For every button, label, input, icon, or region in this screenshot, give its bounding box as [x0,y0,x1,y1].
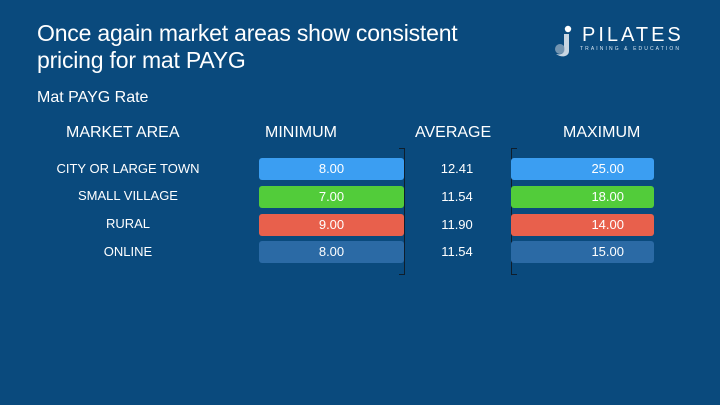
avg-value-online: 11.54 [441,244,473,259]
slide-subtitle: Mat PAYG Rate [37,89,149,106]
avg-value-rural: 11.90 [441,217,473,232]
avg-value-city: 12.41 [440,161,474,176]
min-bar-village: 7.00 [259,186,404,208]
min-bar-rural: 9.00 [259,214,404,236]
logo-wordmark: PILATES [582,24,684,46]
average-bracket-left [399,148,405,275]
avg-value-village: 11.54 [441,189,473,204]
row-label-village: SMALL VILLAGE [78,188,178,203]
min-bar-online: 8.00 [259,241,404,263]
header-maximum: MAXIMUM [563,124,641,141]
max-bar-rural: 14.00 [511,214,654,236]
logo-tagline: TRAINING & EDUCATION [580,46,682,52]
j-logo-icon [555,25,572,57]
row-label-rural: RURAL [105,216,151,231]
brand-logo: PILATES TRAINING & EDUCATION [552,24,692,64]
min-bar-city: 8.00 [259,158,404,180]
max-bar-online: 15.00 [511,241,654,263]
header-average: AVERAGE [415,124,492,141]
header-minimum: MINIMUM [265,124,337,141]
max-bar-city: 25.00 [511,158,654,180]
average-bracket-right [511,148,517,275]
row-label-online: ONLINE [103,244,153,259]
max-bar-village: 18.00 [511,186,654,208]
header-market-area: MARKET AREA [66,124,180,141]
slide-title: Once again market areas show consistent … [37,20,458,73]
row-label-city: CITY OR LARGE TOWN [56,161,200,176]
